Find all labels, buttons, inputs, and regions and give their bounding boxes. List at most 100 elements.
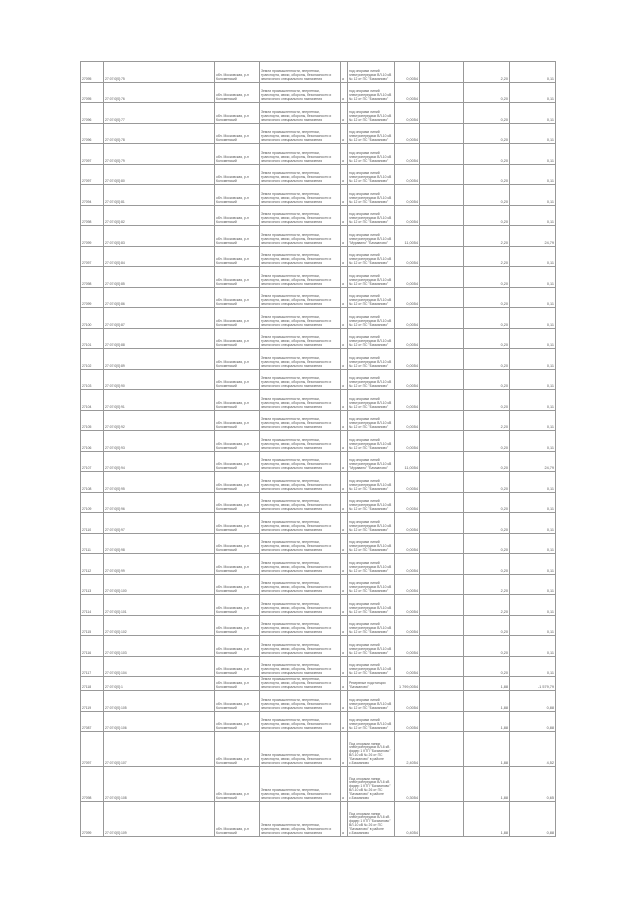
land-category: Земли промышленности, энергетики, трансп…: [259, 766, 341, 802]
table-row: 27095 27:07:0[0]:76 обл. Московская, р-н К…: [80, 81, 556, 103]
cadastral-number: 27:07:0[0]:90: [103, 368, 215, 390]
empty-cell: [419, 184, 464, 206]
area-value: 11,0054: [394, 225, 420, 247]
row-id: 27099: [80, 225, 104, 247]
empty-cell: [419, 731, 464, 767]
land-category: Земли промышленности, энергетики, трансп…: [259, 389, 341, 411]
marker: а: [340, 676, 348, 691]
empty-cell: [419, 266, 464, 288]
sum-value: 0,11: [509, 614, 556, 636]
empty-cell: [419, 204, 464, 226]
row-id: 27113: [80, 573, 104, 595]
empty-cell: [419, 614, 464, 636]
marker: а: [340, 766, 348, 802]
rate-value: 1,88: [463, 766, 510, 802]
land-category: Земли промышленности, энергетики, трансп…: [259, 471, 341, 493]
empty-cell: [419, 368, 464, 390]
row-id: 27117: [80, 655, 104, 677]
row-id: 27098: [80, 204, 104, 226]
table-row: 27111 27:07:0[0]:98 обл. Московская, р-н К…: [80, 532, 556, 554]
row-id: 27118: [80, 676, 104, 691]
area-value: 2,4054: [394, 731, 420, 767]
permitted-use: под опорами линий электропередачи ВЛ-10 …: [347, 491, 395, 513]
address: обл. Московская, р-н Коломенский: [214, 614, 260, 636]
area-value: 0,0054: [394, 690, 420, 712]
marker: а: [340, 594, 348, 616]
land-category: Земли промышленности, энергетики, трансп…: [259, 307, 341, 329]
cadastral-number: 27:07:0[0]:104: [103, 655, 215, 677]
land-category: Земли промышленности, энергетики, трансп…: [259, 286, 341, 308]
marker: а: [340, 655, 348, 677]
area-value: 0,0054: [394, 81, 420, 103]
rate-value: 0,20: [463, 430, 510, 452]
cadastral-number: 27:07:0[0]:103: [103, 635, 215, 657]
permitted-use: под опорами линий электропередачи ВЛ-10 …: [347, 553, 395, 575]
cadastral-number: 27:07:0[0]:75: [103, 61, 215, 83]
cadastral-number: 27:07:0[0]:77: [103, 102, 215, 124]
address: обл. Московская, р-н Коломенский: [214, 307, 260, 329]
area-value: 0,0054: [394, 102, 420, 124]
permitted-use: под опорами линий электропередачи ВЛ-10 …: [347, 655, 395, 677]
sum-value: 0,11: [509, 204, 556, 226]
cadastral-number: 27:07:0[0]:86: [103, 286, 215, 308]
address: обл. Московская, р-н Коломенский: [214, 61, 260, 83]
area-value: 0,0054: [394, 61, 420, 83]
marker: а: [340, 450, 348, 472]
area-value: 0,0054: [394, 245, 420, 267]
table-row: 27104 27:07:0[0]:91 обл. Московская, р-н К…: [80, 389, 556, 411]
cadastral-number: 27:07:0[0]:102: [103, 614, 215, 636]
address: обл. Московская, р-н Коломенский: [214, 245, 260, 267]
table-row: 27109 27:07:0[0]:96 обл. Московская, р-н К…: [80, 491, 556, 513]
area-value: 0,0054: [394, 655, 420, 677]
permitted-use: под опорами линий электропередачи ВЛ-10 …: [347, 81, 395, 103]
rate-value: 0,20: [463, 163, 510, 185]
address: обл. Московская, р-н Коломенский: [214, 766, 260, 802]
marker: а: [340, 409, 348, 431]
empty-cell: [419, 553, 464, 575]
area-value: 0,0054: [394, 614, 420, 636]
sum-value: 0,11: [509, 512, 556, 534]
cadastral-number: 27:07:0[0]:108: [103, 766, 215, 802]
address: обл. Московская, р-н Коломенский: [214, 635, 260, 657]
table-row: 27115 27:07:0[0]:102 обл. Московская, р-н …: [80, 614, 556, 636]
table-row: 27098 27:07:0[0]:85 обл. Московская, р-н К…: [80, 266, 556, 288]
cadastral-number: 27:07:0[0]:80: [103, 163, 215, 185]
table-row: 27098 27:07:0[0]:108 обл. Московская, р-н …: [80, 766, 556, 802]
rate-value: 1,88: [463, 710, 510, 732]
rate-value: 2,20: [463, 61, 510, 83]
empty-cell: [419, 430, 464, 452]
sum-value: 0,11: [509, 573, 556, 595]
permitted-use: Под опорами линии электропередачи ВЛ-6 к…: [347, 801, 395, 837]
table-row: 27116 27:07:0[0]:103 обл. Московская, р-н …: [80, 635, 556, 657]
land-category: Земли промышленности, энергетики, трансп…: [259, 225, 341, 247]
marker: а: [340, 81, 348, 103]
area-value: 0,0054: [394, 327, 420, 349]
sum-value: 0,11: [509, 307, 556, 329]
marker: а: [340, 731, 348, 767]
area-value: 0,0054: [394, 594, 420, 616]
empty-cell: [419, 81, 464, 103]
row-id: 27119: [80, 690, 104, 712]
address: обл. Московская, р-н Коломенский: [214, 143, 260, 165]
address: обл. Московская, р-н Коломенский: [214, 184, 260, 206]
empty-cell: [419, 512, 464, 534]
table-row: 27110 27:07:0[0]:97 обл. Московская, р-н К…: [80, 512, 556, 534]
sum-value: 0,11: [509, 143, 556, 165]
table-row: 27096 27:07:0[0]:78 обл. Московская, р-н К…: [80, 122, 556, 144]
marker: а: [340, 801, 348, 837]
cadastral-number: 27:07:0[0]:96: [103, 491, 215, 513]
sum-value: 0,11: [509, 594, 556, 616]
area-value: 0,0054: [394, 573, 420, 595]
marker: а: [340, 163, 348, 185]
address: обл. Московская, р-н Коломенский: [214, 286, 260, 308]
row-id: 27107: [80, 450, 104, 472]
table-row: 27118 27:07:0[0]:1 обл. Московская, р-н Ко…: [80, 676, 556, 691]
empty-cell: [419, 225, 464, 247]
land-category: Земли промышленности, энергетики, трансп…: [259, 801, 341, 837]
cadastral-number: 27:07:0[0]:1: [103, 676, 215, 691]
empty-cell: [419, 163, 464, 185]
empty-cell: [419, 102, 464, 124]
permitted-use: под опорами линий электропередачи ВЛ-10 …: [347, 348, 395, 370]
permitted-use: Под опорами линии электропередачи ВЛ-6 к…: [347, 766, 395, 802]
rate-value: 1,88: [463, 801, 510, 837]
